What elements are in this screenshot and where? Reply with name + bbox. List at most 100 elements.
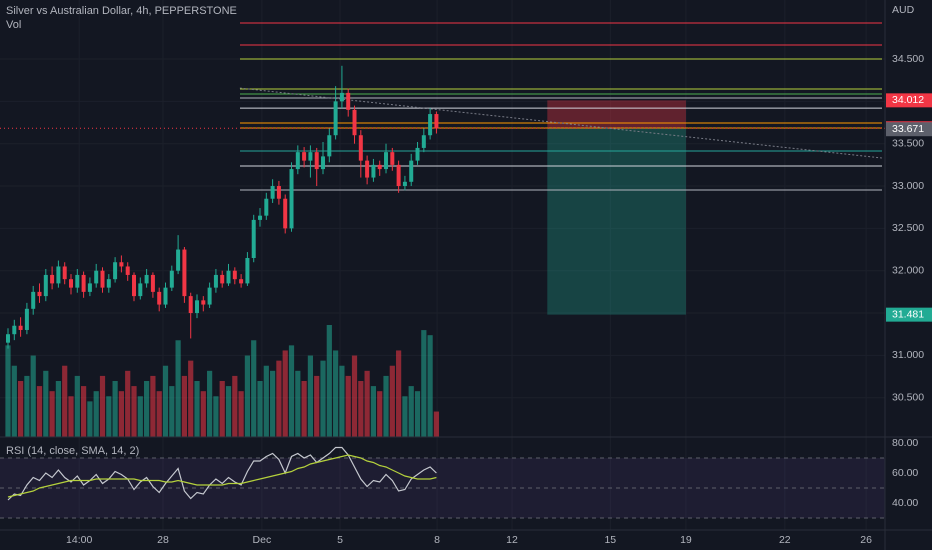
volume-bar bbox=[358, 381, 364, 437]
candle-body bbox=[226, 270, 231, 284]
rsi-sma-line bbox=[7, 454, 437, 498]
x-tick-label: 12 bbox=[506, 534, 518, 546]
candle-body bbox=[119, 262, 124, 267]
y-tick-label: 32.500 bbox=[892, 222, 924, 234]
volume-bar bbox=[427, 335, 433, 437]
volume-bar bbox=[18, 381, 24, 437]
candle-body bbox=[339, 92, 344, 102]
volume-bar bbox=[156, 391, 162, 437]
volume-bar bbox=[150, 375, 156, 437]
candle-body bbox=[125, 266, 130, 275]
volume-bar bbox=[207, 370, 213, 437]
candle-body bbox=[283, 198, 288, 229]
candle-body bbox=[258, 215, 263, 220]
candle-body bbox=[346, 92, 351, 110]
volume-bar bbox=[421, 330, 427, 437]
volume-bar bbox=[301, 381, 307, 437]
rsi-tick-label: 40.00 bbox=[892, 497, 918, 509]
volume-bar bbox=[99, 375, 106, 437]
candle-body bbox=[75, 274, 80, 288]
x-tick-label: 28 bbox=[157, 534, 169, 546]
x-tick-label: 14:00 bbox=[66, 534, 92, 546]
volume-bar bbox=[326, 325, 332, 437]
candle-body bbox=[232, 270, 237, 280]
target-zone bbox=[547, 128, 686, 315]
candle-body bbox=[169, 270, 174, 288]
volume-bar bbox=[125, 370, 131, 437]
candle-body bbox=[201, 300, 206, 305]
volume-bar bbox=[377, 391, 383, 437]
volume-bar bbox=[276, 360, 282, 437]
candle-body bbox=[81, 274, 86, 292]
volume-bar bbox=[282, 350, 288, 437]
candle-body bbox=[6, 334, 11, 343]
volume-bar bbox=[244, 355, 251, 437]
candle-body bbox=[365, 160, 370, 178]
volume-bar bbox=[219, 381, 225, 437]
x-tick-label: 5 bbox=[337, 534, 343, 546]
rsi-line bbox=[7, 446, 437, 501]
x-tick-label: 8 bbox=[434, 534, 440, 546]
candle-body bbox=[295, 152, 300, 170]
volume-bar bbox=[232, 375, 238, 437]
volume-bar bbox=[181, 375, 188, 437]
x-tick-label: 22 bbox=[779, 534, 791, 546]
volume-bar bbox=[118, 391, 125, 437]
volume-bar bbox=[194, 381, 200, 437]
volume-bar bbox=[270, 370, 276, 437]
volume-bar bbox=[433, 411, 440, 437]
y-tick-label: 33.500 bbox=[892, 137, 924, 149]
candle-body bbox=[352, 109, 357, 136]
candle-body bbox=[100, 270, 105, 288]
candle-body bbox=[390, 152, 395, 165]
volume-bar bbox=[345, 375, 351, 437]
volume-bar bbox=[144, 381, 150, 437]
y-tick-label: 31.000 bbox=[892, 349, 924, 361]
candle-body bbox=[264, 198, 269, 216]
candle-body bbox=[12, 325, 17, 335]
volume-bar bbox=[288, 345, 295, 437]
volume-bar bbox=[389, 365, 395, 437]
volume-bar bbox=[62, 365, 68, 437]
rsi-tick-label: 80.00 bbox=[892, 437, 918, 449]
candle-body bbox=[289, 169, 294, 229]
volume-bar bbox=[402, 396, 408, 437]
volume-bar bbox=[68, 396, 74, 437]
volume-bar bbox=[49, 391, 55, 437]
x-tick-label: 19 bbox=[680, 534, 692, 546]
candle-body bbox=[308, 152, 313, 161]
candle-body bbox=[302, 152, 307, 161]
volume-bar bbox=[339, 365, 345, 437]
volume-bar bbox=[295, 370, 301, 437]
candle-body bbox=[43, 274, 48, 297]
volume-bar bbox=[112, 381, 118, 437]
rsi-label: RSI (14, close, SMA, 14, 2) bbox=[6, 445, 139, 457]
volume-bar bbox=[74, 375, 80, 437]
candle-body bbox=[182, 249, 187, 297]
candle-body bbox=[150, 274, 155, 292]
volume-bar bbox=[238, 391, 244, 437]
candle-body bbox=[321, 156, 326, 170]
candle-body bbox=[94, 270, 99, 284]
volume-bar bbox=[257, 381, 263, 437]
candle-body bbox=[24, 308, 29, 330]
volume-bar bbox=[200, 391, 206, 437]
candle-body bbox=[270, 186, 275, 199]
price-label: 31.481 bbox=[892, 308, 924, 320]
volume-bar bbox=[320, 360, 326, 437]
candle-body bbox=[69, 279, 74, 288]
volume-bar bbox=[81, 386, 87, 437]
candle-body bbox=[37, 291, 42, 297]
volume-bar bbox=[188, 360, 194, 437]
volume-bar bbox=[314, 375, 320, 437]
candle-body bbox=[207, 287, 212, 305]
candle-body bbox=[163, 287, 168, 305]
volume-bar bbox=[24, 375, 30, 437]
x-tick-label: 15 bbox=[604, 534, 616, 546]
volume-bar bbox=[11, 365, 17, 437]
volume-bar bbox=[251, 340, 257, 437]
price-label-bg bbox=[886, 122, 932, 137]
volume-bar bbox=[169, 386, 175, 437]
candle-body bbox=[377, 164, 382, 170]
